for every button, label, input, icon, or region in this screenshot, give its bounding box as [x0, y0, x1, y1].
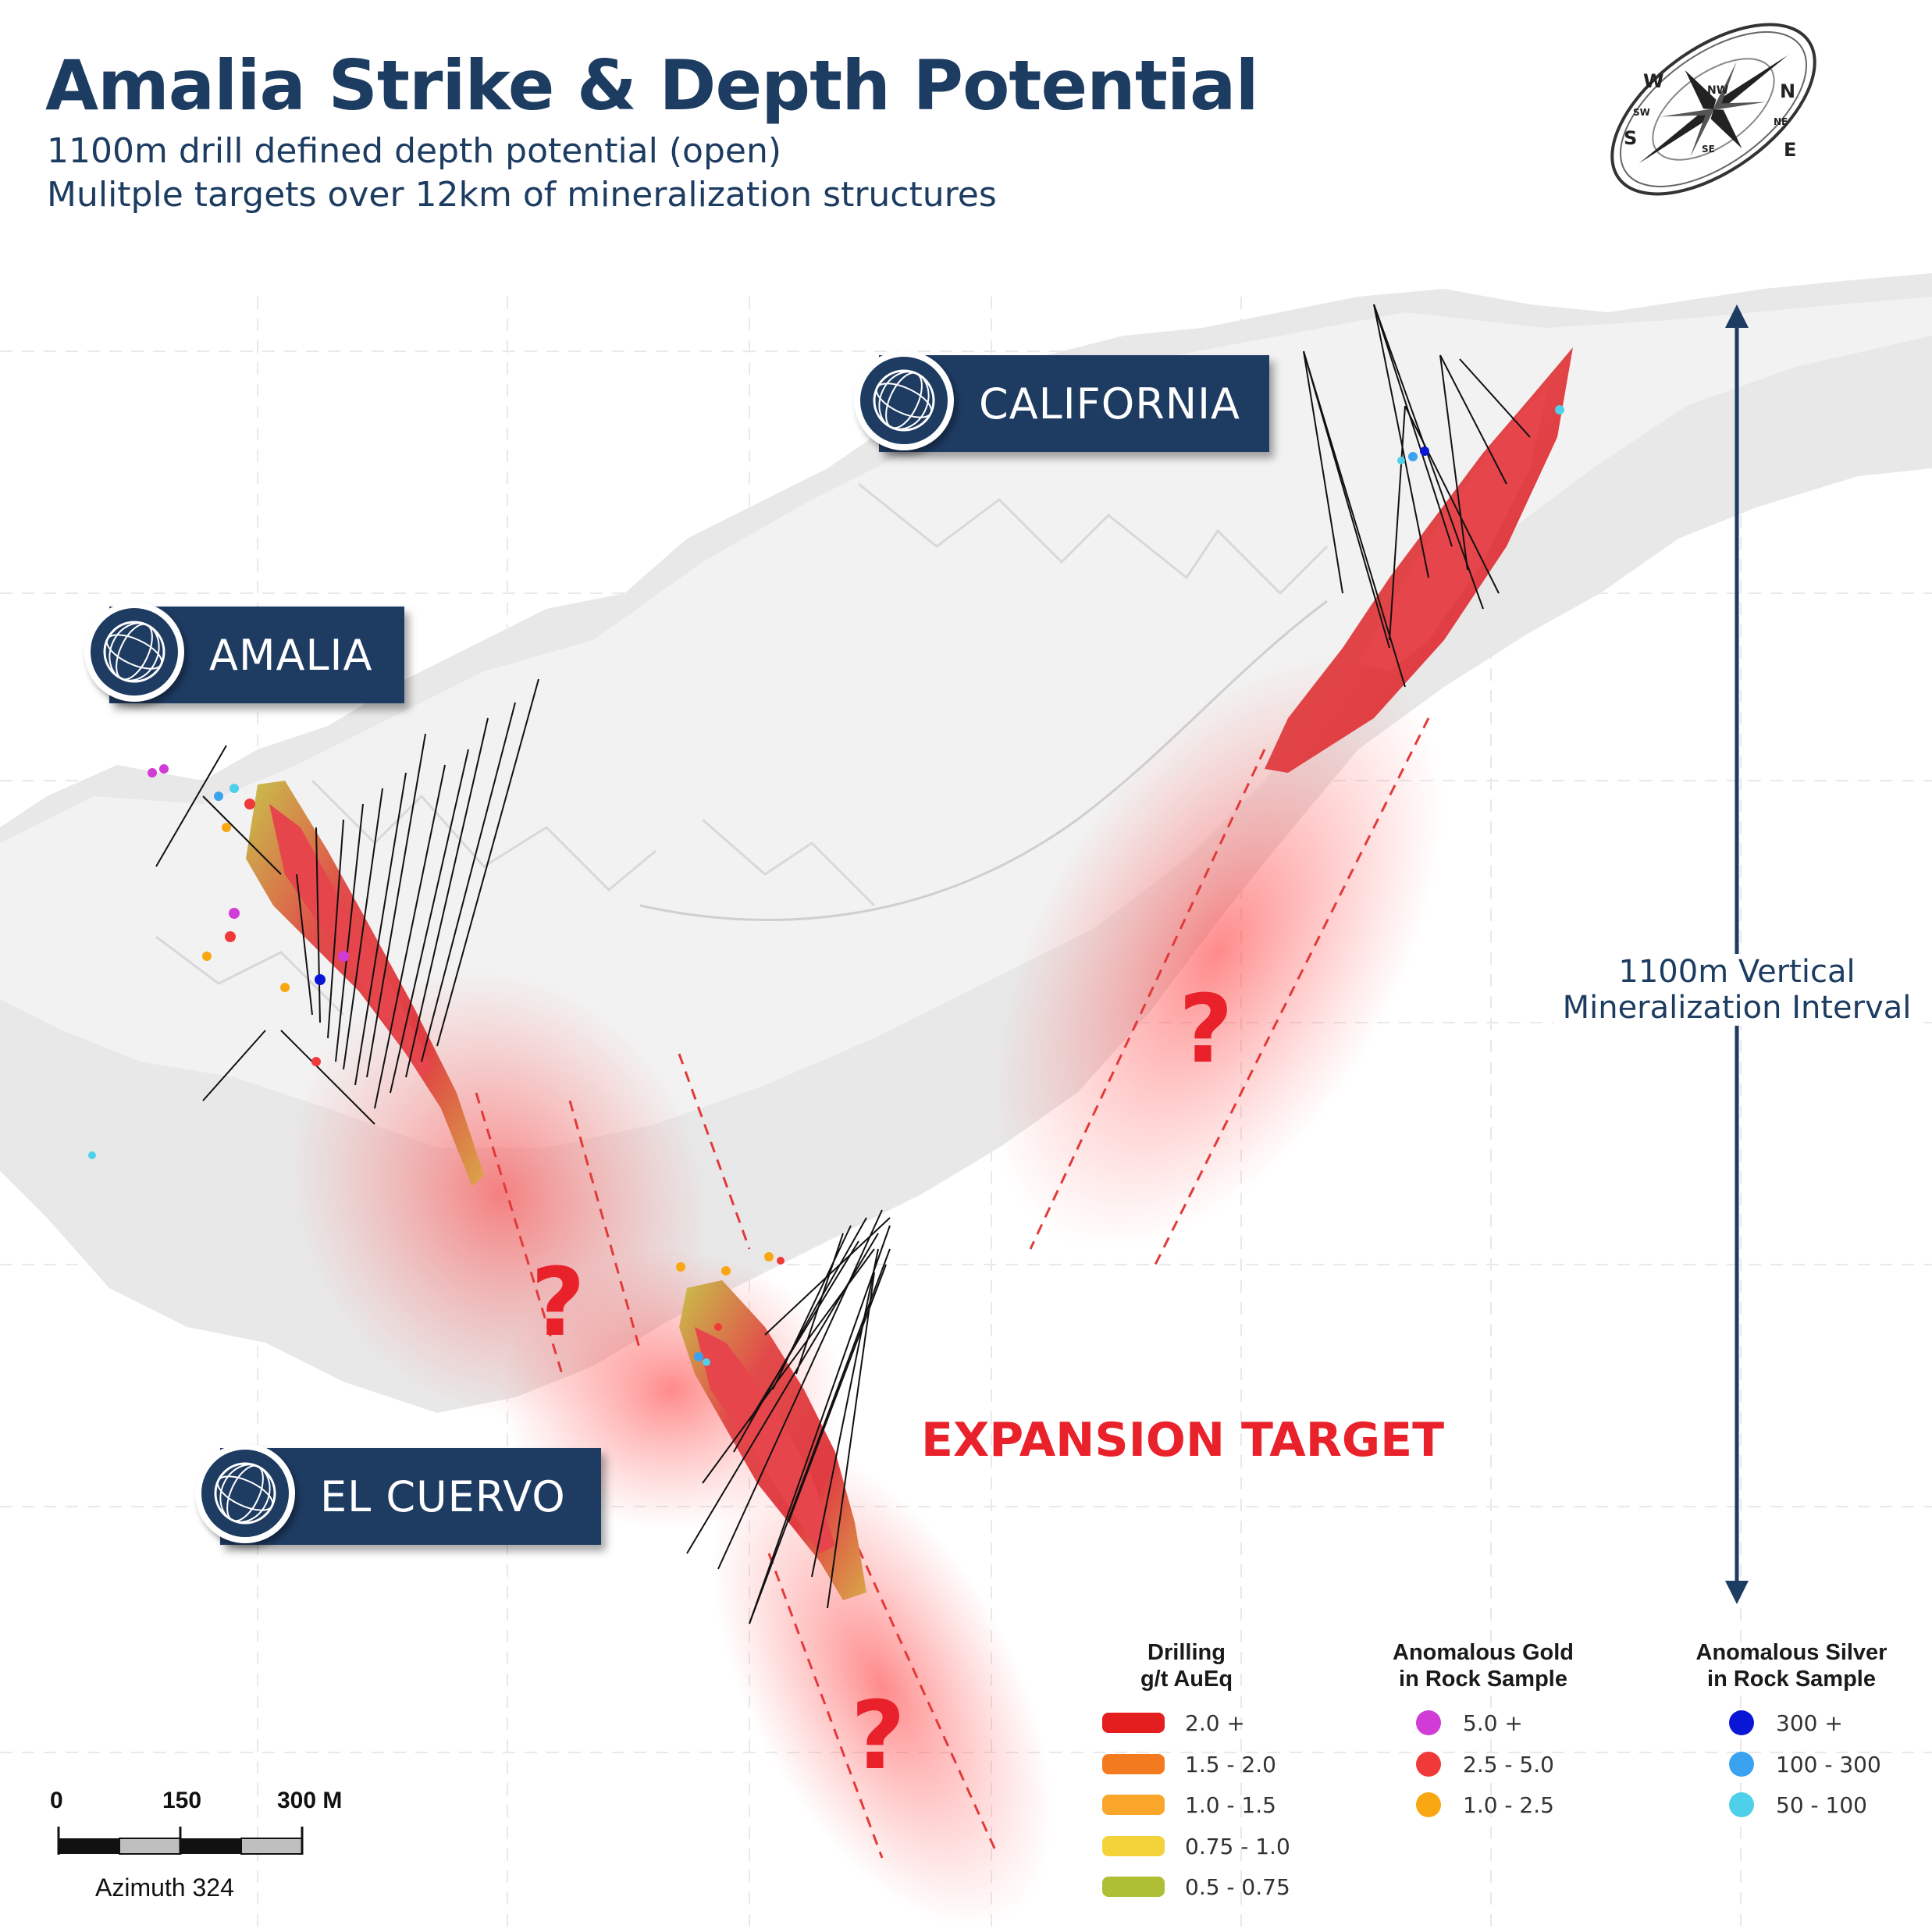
amalia-orebody	[246, 781, 484, 1187]
legend-label: 300 +	[1776, 1710, 1843, 1736]
el-cuervo-drill-holes	[686, 1209, 891, 1624]
globe-icon	[854, 350, 954, 450]
compass-letter-s: S	[1624, 127, 1637, 149]
compass-letter-nw: NW	[1707, 84, 1728, 97]
legend-gold-title: Anomalous Gold in Rock Sample	[1358, 1639, 1608, 1692]
page-title: Amalia Strike & Depth Potential	[45, 45, 1259, 126]
legend-gold-title-line-2: in Rock Sample	[1399, 1667, 1567, 1692]
legend-label: 0.5 - 0.75	[1185, 1873, 1290, 1900]
compass-letter-w: W	[1643, 70, 1663, 92]
legend-swatch	[1729, 1710, 1754, 1735]
question-marks: ? ? ?	[531, 976, 1233, 1791]
legend-drilling-title: Drilling g/t AuEq	[1077, 1639, 1296, 1692]
legend-label: 1.0 - 2.5	[1463, 1791, 1554, 1818]
legend-label: 5.0 +	[1463, 1710, 1523, 1736]
legend-drilling-title-line-1: Drilling	[1147, 1640, 1226, 1665]
legend-drilling-item: 2.0 +	[1102, 1707, 1245, 1738]
compass-rose-icon	[1610, 23, 1816, 196]
scale-label-300: 300 M	[277, 1788, 343, 1813]
deposit-label-text: CALIFORNIA	[979, 379, 1241, 429]
deposit-label-text: EL CUERVO	[320, 1471, 566, 1521]
deposit-label-california[interactable]: CALIFORNIA	[854, 350, 1269, 452]
legend-swatch	[1729, 1792, 1754, 1817]
legend-swatch	[1729, 1752, 1754, 1777]
legend-drilling-item: 1.5 - 2.0	[1102, 1749, 1276, 1780]
deposit-label-el-cuervo[interactable]: EL CUERVO	[195, 1443, 601, 1545]
scale-label-150: 150	[162, 1788, 202, 1813]
subtitle-line-1: 1100m drill defined depth potential (ope…	[47, 131, 781, 171]
legend-gold-item: 1.0 - 2.5	[1416, 1789, 1554, 1820]
vertical-interval-label: 1100m Vertical Mineralization Interval	[1553, 954, 1920, 1026]
globe-icon	[84, 602, 184, 702]
question-mark-el-cuervo: ?	[851, 1682, 906, 1791]
california-rock-samples	[1397, 405, 1564, 464]
legend-label: 1.5 - 2.0	[1185, 1751, 1276, 1777]
projection-lines	[475, 717, 1430, 1859]
legend-drilling-item: 1.0 - 1.5	[1102, 1789, 1276, 1820]
legend-label: 0.75 - 1.0	[1185, 1833, 1290, 1859]
legend-silver-title-line-2: in Rock Sample	[1707, 1667, 1876, 1692]
compass-letter-sw: SW	[1633, 107, 1650, 118]
azimuth-label: Azimuth 324	[95, 1873, 234, 1902]
deposit-label-text: AMALIA	[209, 630, 373, 680]
vertical-interval-arrow	[1725, 304, 1749, 1604]
expansion-glow	[288, 654, 1444, 1929]
legend-swatch	[1102, 1836, 1165, 1856]
expansion-target-label: EXPANSION TARGET	[921, 1413, 1445, 1468]
legend-gold-item: 5.0 +	[1416, 1707, 1523, 1738]
legend-drilling-item: 0.75 - 1.0	[1102, 1831, 1290, 1862]
globe-icon	[195, 1443, 295, 1543]
compass-letter-se: SE	[1702, 144, 1715, 155]
legend-silver-item: 50 - 100	[1729, 1789, 1867, 1820]
vertical-interval-line-2: Mineralization Interval	[1562, 990, 1912, 1026]
scale-label-0: 0	[50, 1788, 63, 1813]
legend-label: 1.0 - 1.5	[1185, 1791, 1276, 1818]
legend-swatch	[1102, 1795, 1165, 1815]
legend-swatch	[1102, 1713, 1165, 1733]
legend-label: 2.0 +	[1185, 1710, 1245, 1736]
legend-silver-item: 300 +	[1729, 1707, 1843, 1738]
compass-letter-e: E	[1784, 139, 1796, 161]
legend-drilling-title-line-2: g/t AuEq	[1140, 1667, 1233, 1692]
legend-swatch	[1416, 1752, 1441, 1777]
question-mark-california: ?	[1179, 976, 1233, 1084]
legend-swatch	[1416, 1792, 1441, 1817]
legend-silver-item: 100 - 300	[1729, 1749, 1881, 1780]
legend-silver-title: Anomalous Silver in Rock Sample	[1667, 1639, 1916, 1692]
vertical-interval-line-1: 1100m Vertical	[1618, 954, 1856, 990]
legend-label: 50 - 100	[1776, 1791, 1867, 1818]
legend-gold-title-line-1: Anomalous Gold	[1393, 1640, 1574, 1665]
deposit-label-amalia[interactable]: AMALIA	[84, 602, 404, 703]
legend-swatch	[1102, 1877, 1165, 1897]
compass-letter-n: N	[1780, 80, 1795, 102]
legend-swatch	[1102, 1754, 1165, 1774]
amalia-drill-holes	[155, 678, 539, 1125]
compass-letter-ne: NE	[1774, 116, 1788, 127]
legend-label: 100 - 300	[1776, 1751, 1881, 1777]
amalia-rock-samples	[88, 764, 349, 1159]
legend-label: 2.5 - 5.0	[1463, 1751, 1554, 1777]
question-mark-amalia: ?	[531, 1249, 585, 1357]
california-drill-holes	[1303, 304, 1531, 688]
legend-gold-item: 2.5 - 5.0	[1416, 1749, 1554, 1780]
legend-drilling-item: 0.5 - 0.75	[1102, 1871, 1290, 1902]
legend-silver-title-line-1: Anomalous Silver	[1695, 1640, 1888, 1665]
compass-letters: N NW W SW S SE E NE	[1624, 70, 1796, 161]
el-cuervo-orebody	[679, 1280, 866, 1600]
subtitle-line-2: Mulitple targets over 12km of mineraliza…	[47, 175, 997, 215]
legend-swatch	[1416, 1710, 1441, 1735]
el-cuervo-rock-samples	[676, 1252, 785, 1366]
scale-bar	[57, 1827, 304, 1855]
